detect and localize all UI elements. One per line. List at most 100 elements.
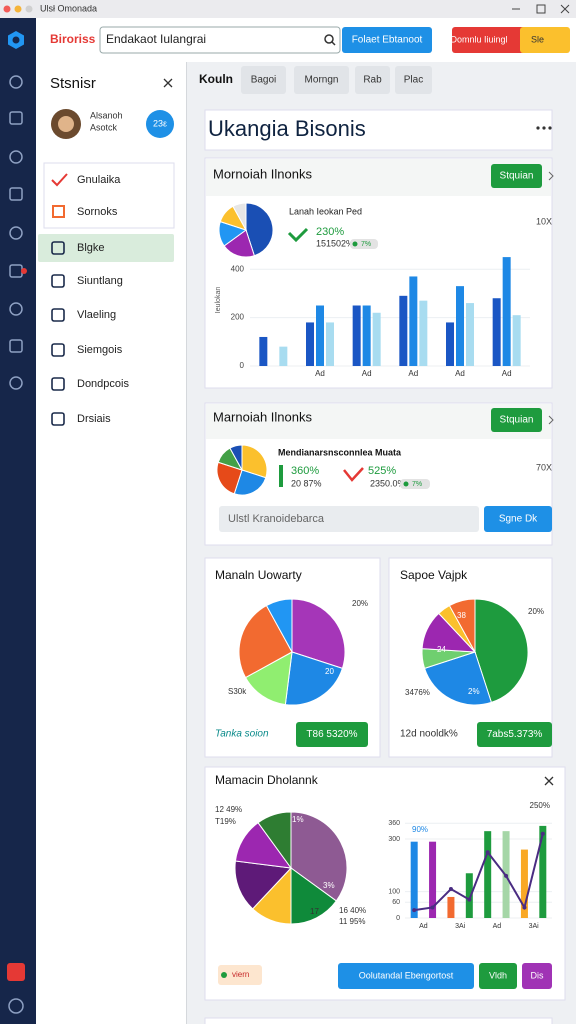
tab-chip[interactable]	[241, 66, 286, 94]
bar	[399, 295, 408, 366]
more-dot[interactable]	[536, 126, 540, 130]
button-label: Oolutandal Ebengortost	[359, 970, 454, 980]
badge-dot	[221, 972, 227, 978]
button[interactable]	[479, 963, 517, 989]
rail-icon[interactable]	[9, 75, 23, 89]
button[interactable]	[522, 963, 552, 989]
more-dot[interactable]	[542, 126, 546, 130]
button[interactable]	[484, 506, 552, 532]
chevron	[548, 171, 554, 181]
stat-sub: 151502%	[316, 238, 354, 248]
bar	[446, 322, 454, 366]
legend-title: Lanah Ieokan Ped	[289, 206, 362, 216]
y-tick-label: 0	[396, 915, 400, 922]
profile-sub: Asotck	[90, 122, 118, 132]
bar	[326, 322, 334, 366]
badge-dot	[352, 241, 358, 247]
stat: 230%	[316, 226, 344, 238]
rail-icon[interactable]	[9, 339, 23, 353]
tab-chip[interactable]	[395, 66, 432, 94]
button[interactable]	[491, 408, 542, 432]
rail-icon[interactable]	[9, 150, 23, 164]
pie-label: 20%	[528, 607, 544, 616]
profile-badge[interactable]	[146, 110, 174, 138]
nav-item[interactable]: Vlaeling	[77, 309, 116, 321]
search-box[interactable]	[99, 26, 341, 54]
stat-sub: 20 87%	[291, 478, 322, 488]
bar	[520, 849, 528, 918]
alert-badge[interactable]	[520, 27, 570, 53]
more-dot[interactable]	[548, 126, 552, 130]
pie-slice	[232, 202, 247, 231]
pie-slice	[244, 651, 293, 706]
pie-slice	[284, 651, 344, 706]
bar	[409, 276, 418, 366]
stat-badge-label: 7%	[361, 241, 371, 248]
bar	[362, 305, 371, 366]
pie-slice	[233, 469, 267, 496]
nav-icon	[51, 343, 65, 357]
tab: Rab	[363, 75, 382, 86]
alert-button[interactable]	[452, 27, 527, 53]
bar	[259, 336, 268, 366]
rail-settings[interactable]	[8, 998, 24, 1014]
rail-icon[interactable]	[9, 376, 23, 390]
nav-item[interactable]: Siemgois	[77, 344, 123, 356]
rail-icon[interactable]	[9, 111, 23, 125]
x-tick-label: Ad	[408, 369, 418, 378]
text-input[interactable]	[219, 506, 479, 532]
rail-icon[interactable]	[9, 187, 23, 201]
stat-badge	[350, 239, 378, 249]
bar	[539, 825, 547, 918]
maximize[interactable]	[536, 4, 546, 14]
y-tick-label: 300	[388, 836, 400, 843]
card-close[interactable]	[544, 776, 554, 786]
check-icon	[343, 467, 364, 482]
tab: Morngn	[305, 75, 339, 86]
nav-item[interactable]: Drsiais	[77, 413, 111, 425]
stat-badge-label: 7%	[412, 481, 422, 488]
rail-icon[interactable]	[9, 302, 23, 316]
search-icon	[324, 34, 334, 44]
panel-close[interactable]	[163, 78, 173, 88]
menu-item[interactable]: Sornoks	[77, 206, 118, 218]
status-badge-label: viern	[232, 970, 249, 979]
button[interactable]	[338, 963, 474, 989]
tab-chip[interactable]	[294, 66, 349, 94]
button-label: Stquian	[500, 171, 534, 182]
line-point	[412, 908, 417, 913]
y-tick-label: 400	[231, 264, 245, 273]
y-tick-label: 100	[388, 889, 400, 896]
tab[interactable]: Kouln	[199, 72, 233, 86]
alert-button-label: Domnlu Iiuingl	[450, 34, 507, 44]
window-dot[interactable]	[25, 5, 33, 13]
window-dot[interactable]	[3, 5, 11, 13]
rail-alert[interactable]	[7, 963, 25, 981]
pie-label: 16 40%	[339, 906, 366, 915]
pie-slice	[423, 651, 493, 706]
pie-label: 3476%	[405, 688, 430, 697]
check-icon	[287, 227, 309, 243]
pie-slice	[245, 202, 274, 257]
nav-item[interactable]: Dondpcois	[77, 378, 129, 390]
tab: Bagoi	[251, 75, 277, 86]
rail-badge	[21, 268, 27, 274]
button[interactable]	[296, 722, 368, 747]
button[interactable]	[477, 722, 552, 747]
pie-slice	[241, 444, 268, 479]
y-axis-label: Ieulokan	[215, 287, 222, 314]
window-dot[interactable]	[14, 5, 22, 13]
nav-item[interactable]: Siuntlang	[77, 275, 123, 287]
rail-icon[interactable]	[9, 226, 23, 240]
close[interactable]	[560, 4, 570, 14]
menu-item[interactable]: Gnulaika	[77, 174, 121, 186]
button[interactable]	[491, 164, 542, 188]
legend-title: Mendianarsnsconnlea Muata	[278, 447, 402, 457]
nav-item[interactable]: Blgke	[77, 242, 105, 254]
bar	[492, 298, 501, 366]
primary-button[interactable]	[342, 27, 432, 53]
tab-chip[interactable]	[355, 66, 390, 94]
bar	[502, 257, 511, 366]
x-tick-label: Ad	[419, 923, 428, 930]
bar	[456, 286, 464, 366]
